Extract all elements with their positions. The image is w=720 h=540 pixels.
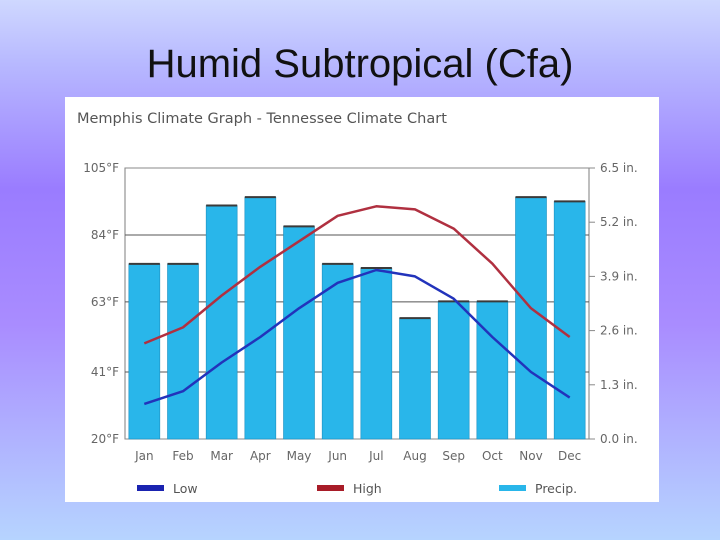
precip-bar-jan [128, 263, 161, 440]
series-line-low [143, 268, 571, 406]
x-axis-label-oct: Oct [482, 449, 503, 463]
climate-chart: Memphis Climate Graph - Tennessee Climat… [65, 97, 659, 502]
precip-bar-sep [437, 301, 470, 440]
precip-bar-nov [515, 196, 547, 440]
precip-bar-feb [167, 263, 199, 440]
x-axis-label-mar: Mar [210, 449, 233, 463]
right-axis-tick-label: 6.5 in. [600, 161, 638, 175]
series-line-high [143, 205, 571, 345]
right-axis-tick-label: 2.6 in. [600, 324, 638, 338]
precip-bar-jul [360, 267, 393, 440]
x-axis-label-jun: Jun [327, 449, 347, 463]
x-axis-label-apr: Apr [250, 449, 271, 463]
chart-title: Memphis Climate Graph - Tennessee Climat… [77, 111, 447, 127]
right-axis-tick-label: 0.0 in. [600, 432, 638, 446]
precip-bar-aug [399, 317, 431, 440]
chart-canvas: Memphis Climate Graph - Tennessee Climat… [77, 111, 638, 496]
left-axis-tick-label: 41°F [91, 365, 119, 379]
precip-bar-mar [205, 205, 238, 440]
x-axis-label-nov: Nov [519, 449, 542, 463]
x-axis-label-may: May [287, 449, 312, 463]
legend-label-precip: Precip. [535, 481, 577, 496]
left-axis-tick-label: 63°F [91, 295, 119, 309]
left-axis-tick-label: 20°F [91, 432, 119, 446]
precip-bar-apr [244, 196, 277, 440]
legend-label-low: Low [173, 481, 198, 496]
legend-label-high: High [353, 481, 382, 496]
right-axis-tick-label: 1.3 in. [600, 378, 638, 392]
left-axis-tick-label: 84°F [91, 228, 119, 242]
precip-bar-oct [476, 301, 509, 440]
precip-bar-jun [321, 263, 354, 440]
x-axis-label-feb: Feb [172, 449, 193, 463]
x-axis-label-aug: Aug [403, 449, 426, 463]
x-axis-label-jan: Jan [134, 449, 154, 463]
x-axis-label-sep: Sep [442, 449, 465, 463]
right-axis-tick-label: 5.2 in. [600, 215, 638, 229]
x-axis-label-jul: Jul [368, 449, 383, 463]
legend-swatch-precip [499, 485, 526, 491]
slide-title: Humid Subtropical (Cfa) [146, 42, 574, 86]
precip-bar-dec [553, 201, 586, 440]
legend-swatch-high [317, 485, 344, 491]
left-axis-tick-label: 105°F [83, 161, 119, 175]
right-axis-tick-label: 3.9 in. [600, 269, 638, 283]
legend-swatch-low [137, 485, 164, 491]
plot-area [124, 167, 590, 440]
x-axis-label-dec: Dec [558, 449, 581, 463]
precip-bar-may [283, 226, 315, 440]
